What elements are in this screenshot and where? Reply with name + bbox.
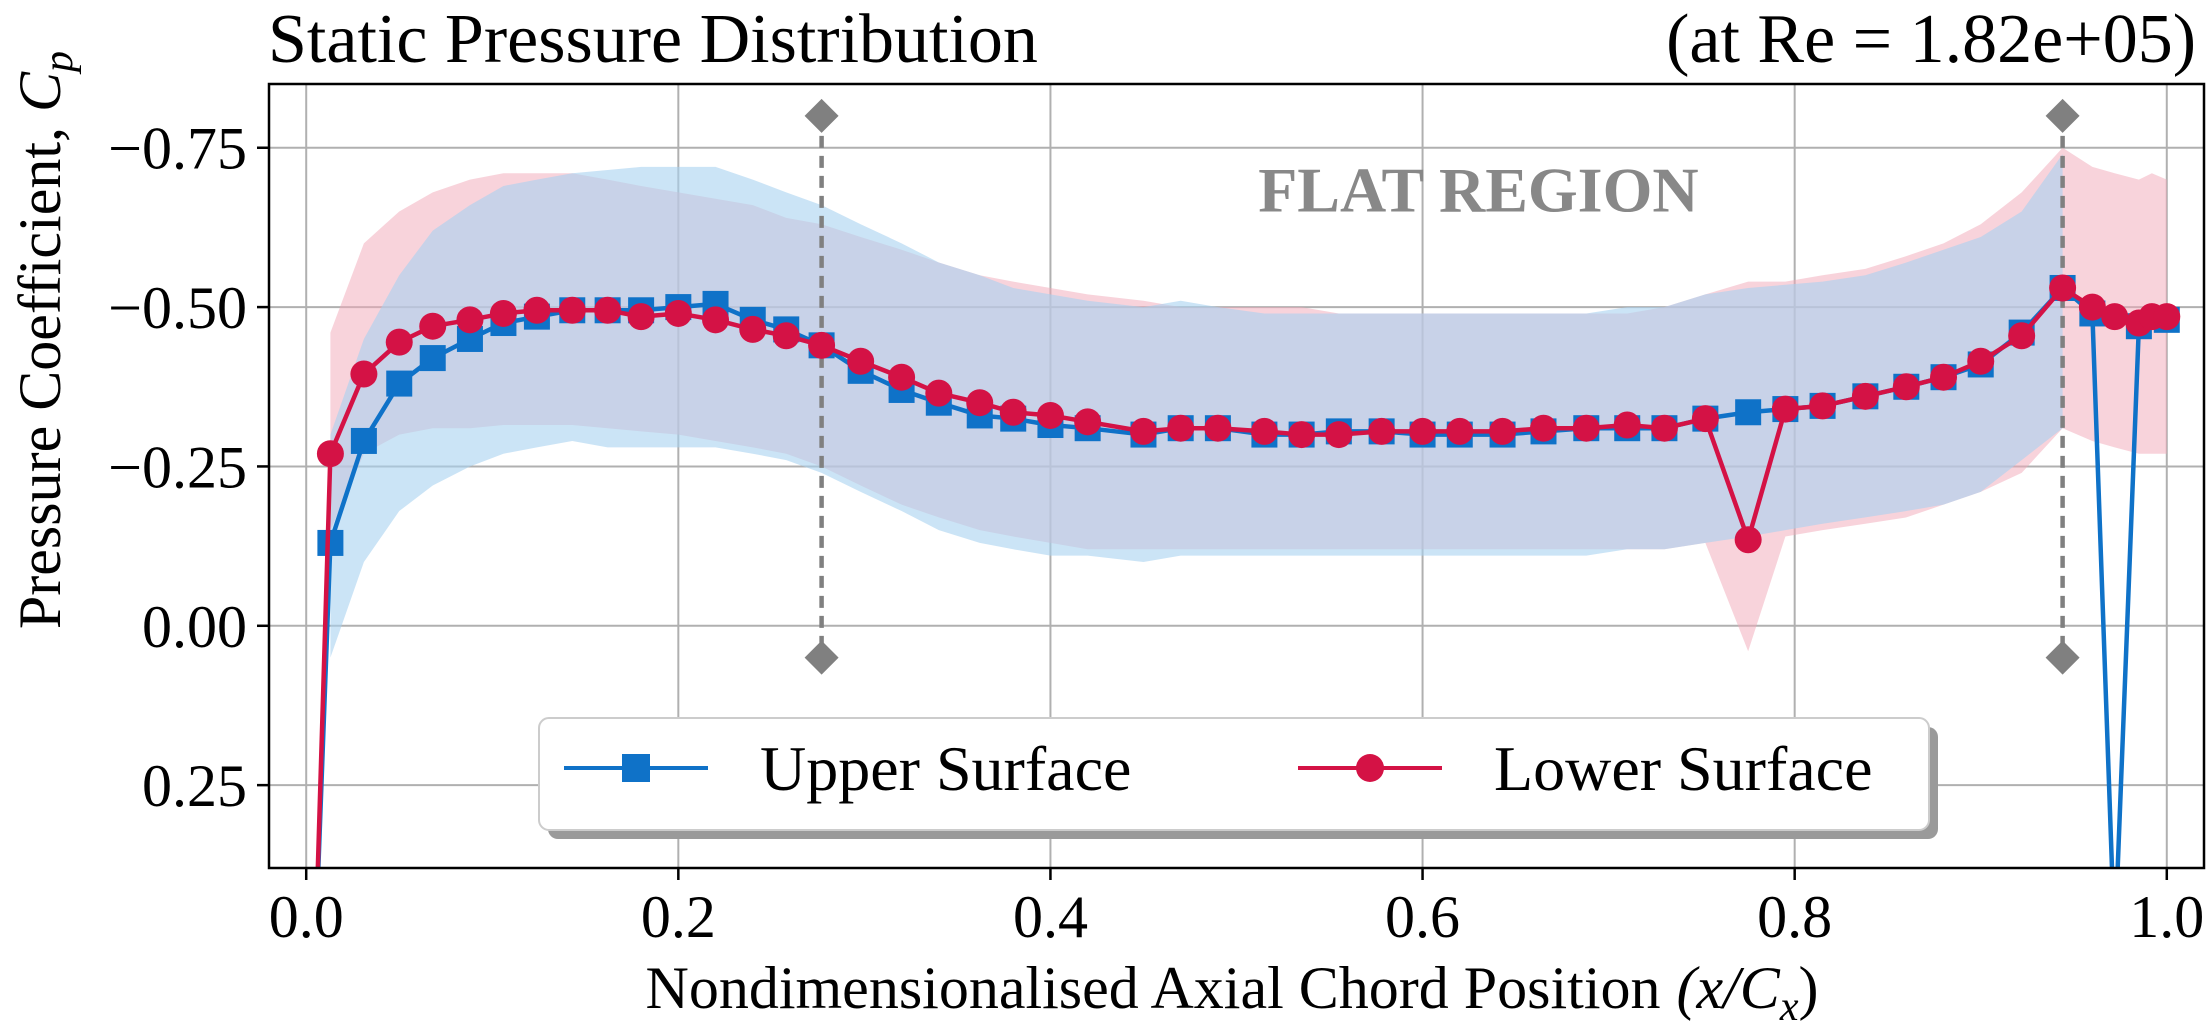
data-point-circle (1650, 414, 1678, 442)
chart-subtitle: (at Re = 1.82e+05) (1666, 1, 2196, 78)
data-point-circle (1250, 417, 1278, 445)
data-point-square (386, 370, 413, 397)
legend-marker-upper (622, 754, 650, 782)
data-point-circle (350, 360, 378, 388)
data-point-circle (966, 389, 994, 417)
y-tick-label: 0.00 (142, 594, 247, 660)
data-point-circle (489, 299, 517, 327)
data-point-square (317, 529, 344, 556)
chart-title: Static Pressure Distribution (268, 1, 1038, 78)
data-point-circle (558, 296, 586, 324)
data-point-circle (1036, 401, 1064, 429)
data-point-circle (1967, 347, 1995, 375)
y-axis-label: Pressure Coefficient, Cp (7, 51, 82, 629)
data-point-circle (1691, 405, 1719, 433)
data-point-circle (999, 398, 1027, 426)
data-point-circle (419, 312, 447, 340)
data-point-circle (1529, 414, 1557, 442)
data-point-circle (2153, 303, 2181, 331)
y-axis-label-text: Pressure Coefficient, (7, 112, 73, 629)
data-point-circle (808, 331, 836, 359)
data-point-circle (1368, 417, 1396, 445)
uncertainty-bands (330, 147, 2167, 658)
y-tick-label: −0.25 (108, 434, 247, 500)
data-point-circle (702, 306, 730, 334)
data-point-circle (1930, 363, 1958, 391)
plot-frame (267, 82, 2206, 870)
data-point-circle (1771, 395, 1799, 423)
data-point-circle (1809, 392, 1837, 420)
x-tick-label: 0.2 (641, 884, 716, 950)
region-marker-diamond (2045, 98, 2080, 133)
x-axis-label-math-close: ) (1798, 955, 1818, 1021)
data-point-square (1735, 399, 1762, 426)
data-point-circle (925, 379, 953, 407)
y-tick-label: 0.25 (142, 753, 247, 819)
x-tick-label: 0.6 (1385, 884, 1460, 950)
region-marker-diamond (2045, 640, 2080, 675)
data-point-circle (456, 306, 484, 334)
band-upper-surface (330, 154, 2063, 658)
data-point-square (350, 427, 377, 454)
region-markers (804, 98, 2080, 675)
x-tick-label: 0.4 (1013, 884, 1088, 950)
data-point-circle (1129, 417, 1157, 445)
data-point-circle (2049, 274, 2077, 302)
data-point-circle (1074, 408, 1102, 436)
data-point-circle (888, 363, 916, 391)
data-point-circle (523, 296, 551, 324)
data-point-circle (2008, 322, 2036, 350)
flat-region-annotation: FLAT REGION (1258, 154, 1698, 225)
x-axis-label-text: Nondimensionalised Axial Chord Position (646, 955, 1661, 1021)
data-point-circle (847, 347, 875, 375)
y-tick-label: −0.75 (108, 116, 247, 182)
region-marker-diamond (804, 98, 839, 133)
data-point-circle (627, 303, 655, 331)
data-point-circle (1204, 414, 1232, 442)
axis-ticks: 0.0 0.2 0.4 0.6 0.8 1.0 −0.75 −0.50 −0.25 0.00 0.2… (108, 116, 2204, 950)
y-axis-label-symbol-sub: p (36, 51, 82, 75)
data-point-circle (772, 322, 800, 350)
data-point-circle (664, 299, 692, 327)
data-point-circle (2101, 303, 2129, 331)
legend-marker-lower (1356, 754, 1384, 782)
y-tick-label: −0.50 (108, 275, 247, 341)
x-axis-label-math-sub: x (1779, 984, 1799, 1030)
legend-label-lower: Lower Surface (1494, 733, 1872, 804)
data-point-circle (1325, 421, 1353, 449)
data-point-square (419, 345, 446, 372)
legend-label-upper: Upper Surface (760, 733, 1131, 804)
x-tick-label: 0.8 (1757, 884, 1832, 950)
data-point-circle (594, 296, 622, 324)
data-point-circle (385, 328, 413, 356)
series-lower-surface (315, 274, 2181, 868)
y-axis-label-symbol: C (7, 71, 73, 112)
data-point-circle (1167, 414, 1195, 442)
data-point-circle (1409, 417, 1437, 445)
data-point-circle (1489, 417, 1517, 445)
data-point-circle (1288, 421, 1316, 449)
x-tick-label: 0.0 (269, 884, 344, 950)
data-point-circle (739, 315, 767, 343)
series-line (315, 285, 2167, 868)
data-point-circle (1892, 373, 1920, 401)
legend: Upper Surface Lower Surface (538, 717, 1938, 839)
region-marker-diamond (804, 640, 839, 675)
x-axis-label: Nondimensionalised Axial Chord Position(… (646, 955, 1819, 1030)
legend-box (538, 717, 1930, 831)
data-point-circle (1572, 414, 1600, 442)
data-point-circle (1851, 382, 1879, 410)
data-point-circle (1613, 411, 1641, 439)
data-point-circle (1734, 526, 1762, 554)
x-tick-label: 1.0 (2129, 884, 2204, 950)
data-point-circle (1446, 417, 1474, 445)
data-point-circle (316, 440, 344, 468)
data-series (315, 274, 2181, 868)
x-axis-label-math-open: (x/C (1677, 955, 1781, 1021)
data-point-circle (2078, 293, 2106, 321)
